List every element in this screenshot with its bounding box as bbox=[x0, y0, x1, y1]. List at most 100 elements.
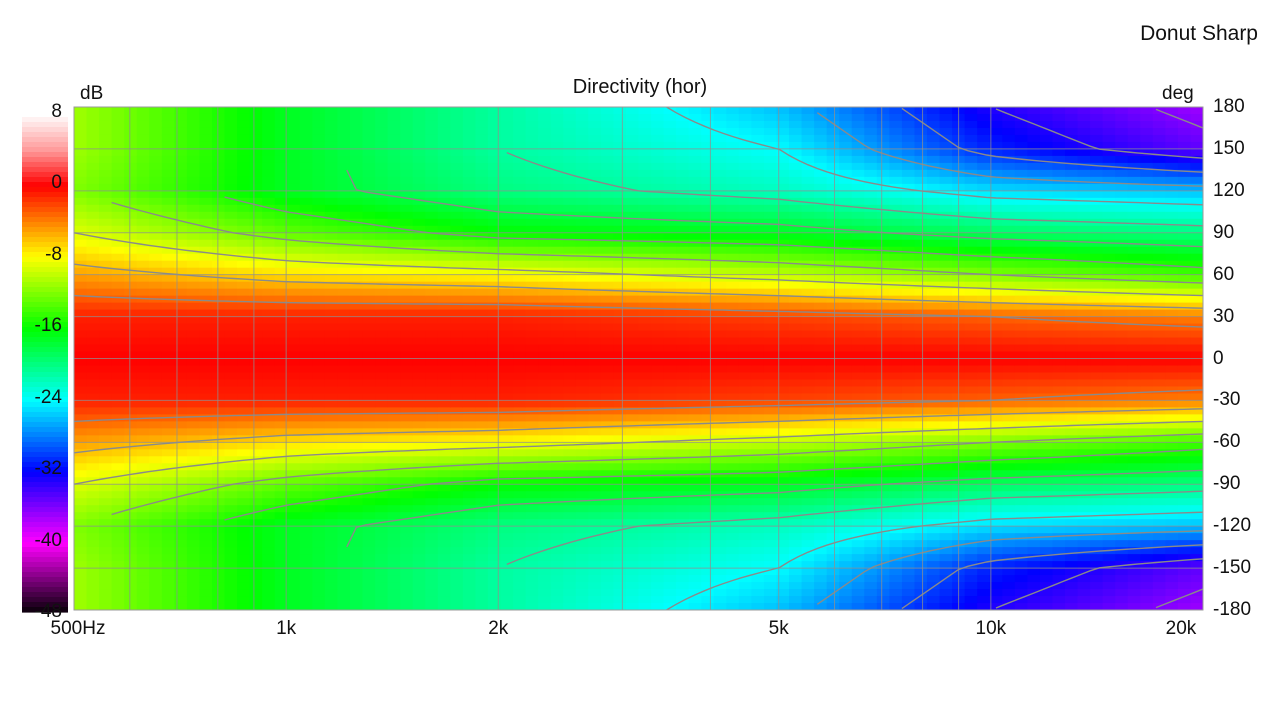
heatmap-cell bbox=[375, 561, 389, 569]
heatmap-cell bbox=[487, 148, 502, 157]
heatmap-cell bbox=[776, 596, 790, 604]
heatmap-cell bbox=[400, 274, 414, 283]
heatmap-cell bbox=[262, 589, 276, 597]
heatmap-cell bbox=[211, 393, 226, 402]
heatmap-cell bbox=[362, 183, 376, 192]
heatmap-cell bbox=[437, 582, 451, 590]
heatmap-cell bbox=[211, 267, 226, 276]
heatmap-cell bbox=[575, 526, 589, 534]
heatmap-cell bbox=[136, 540, 150, 548]
heatmap-cell bbox=[111, 267, 125, 276]
heatmap-cell bbox=[500, 141, 514, 150]
heatmap-cell bbox=[437, 253, 451, 262]
heatmap-cell bbox=[312, 190, 326, 199]
heatmap-cell bbox=[349, 274, 364, 283]
heatmap-cell bbox=[914, 519, 928, 527]
heatmap-cell bbox=[839, 134, 853, 143]
heatmap-cell bbox=[262, 309, 276, 318]
heatmap-cell bbox=[789, 113, 803, 122]
heatmap-cell bbox=[651, 400, 665, 409]
heatmap-cell bbox=[563, 197, 577, 206]
heatmap-cell bbox=[287, 519, 301, 527]
heatmap-cell bbox=[814, 358, 828, 367]
heatmap-cell bbox=[324, 421, 339, 429]
heatmap-cell bbox=[625, 477, 640, 485]
heatmap-cell bbox=[186, 169, 201, 178]
heatmap-cell bbox=[839, 190, 853, 199]
heatmap-cell bbox=[876, 323, 890, 332]
heatmap-cell bbox=[726, 330, 740, 339]
heatmap-cell bbox=[701, 498, 715, 506]
heatmap-cell bbox=[237, 484, 251, 492]
heatmap-cell bbox=[713, 540, 727, 548]
heatmap-cell bbox=[111, 337, 125, 346]
heatmap-cell bbox=[713, 365, 727, 374]
heatmap-cell bbox=[688, 400, 702, 409]
heatmap-cell bbox=[111, 295, 125, 304]
heatmap-cell bbox=[851, 190, 865, 199]
heatmap-cell bbox=[324, 449, 339, 457]
heatmap-cell bbox=[287, 141, 301, 150]
heatmap-cell bbox=[613, 372, 627, 381]
heatmap-cell bbox=[375, 540, 389, 548]
heatmap-cell bbox=[751, 197, 765, 206]
heatmap-cell bbox=[851, 225, 865, 234]
heatmap-cell bbox=[851, 519, 865, 527]
heatmap-cell bbox=[876, 365, 890, 374]
heatmap-cell bbox=[362, 596, 376, 604]
heatmap-cell bbox=[525, 358, 539, 367]
heatmap-cell bbox=[400, 316, 414, 325]
heatmap-cell bbox=[801, 393, 815, 402]
heatmap-cell bbox=[525, 337, 539, 346]
heatmap-cell bbox=[136, 582, 150, 590]
heatmap-cell bbox=[86, 435, 100, 443]
heatmap-cell bbox=[839, 561, 853, 569]
heatmap-cell bbox=[387, 442, 401, 450]
heatmap-cell bbox=[136, 337, 150, 346]
heatmap-cell bbox=[224, 267, 238, 276]
heatmap-cell bbox=[575, 400, 589, 409]
heatmap-cell bbox=[86, 456, 100, 464]
heatmap-cell bbox=[299, 309, 313, 318]
heatmap-cell bbox=[751, 568, 765, 576]
colorbar-segment bbox=[22, 447, 68, 453]
heatmap-cell bbox=[412, 309, 426, 318]
heatmap-cell bbox=[525, 428, 539, 436]
heatmap-cell bbox=[500, 421, 514, 429]
heatmap-cell bbox=[801, 218, 815, 227]
heatmap-cell bbox=[588, 323, 602, 332]
heatmap-cell bbox=[688, 386, 702, 395]
heatmap-cell bbox=[400, 337, 414, 346]
heatmap-cell bbox=[312, 288, 326, 297]
heatmap-cell bbox=[211, 477, 226, 485]
heatmap-cell bbox=[513, 421, 527, 429]
heatmap-cell bbox=[738, 449, 752, 457]
heatmap-cell bbox=[525, 288, 539, 297]
heatmap-cell bbox=[563, 554, 577, 562]
heatmap-cell bbox=[211, 505, 226, 513]
heatmap-cell bbox=[726, 449, 740, 457]
heatmap-cell bbox=[801, 358, 815, 367]
heatmap-cell bbox=[851, 596, 865, 604]
heatmap-cell bbox=[751, 260, 765, 269]
heatmap-cell bbox=[826, 204, 840, 213]
colorbar-segment bbox=[22, 262, 68, 268]
heatmap-cell bbox=[563, 393, 577, 402]
heatmap-cell bbox=[462, 519, 477, 527]
heatmap-cell bbox=[613, 533, 627, 541]
heatmap-cell bbox=[550, 155, 564, 164]
heatmap-cell bbox=[651, 582, 665, 590]
heatmap-cell bbox=[86, 400, 100, 409]
heatmap-cell bbox=[362, 407, 376, 415]
heatmap-cell bbox=[400, 190, 414, 199]
heatmap-cell bbox=[826, 232, 840, 241]
heatmap-cell bbox=[237, 498, 251, 506]
heatmap-cell bbox=[475, 309, 489, 318]
heatmap-cell bbox=[763, 498, 778, 506]
heatmap-cell bbox=[337, 582, 351, 590]
heatmap-cell bbox=[839, 512, 853, 520]
heatmap-cell bbox=[751, 337, 765, 346]
heatmap-cell bbox=[676, 407, 690, 415]
heatmap-cell bbox=[839, 295, 853, 304]
heatmap-cell bbox=[362, 211, 376, 220]
